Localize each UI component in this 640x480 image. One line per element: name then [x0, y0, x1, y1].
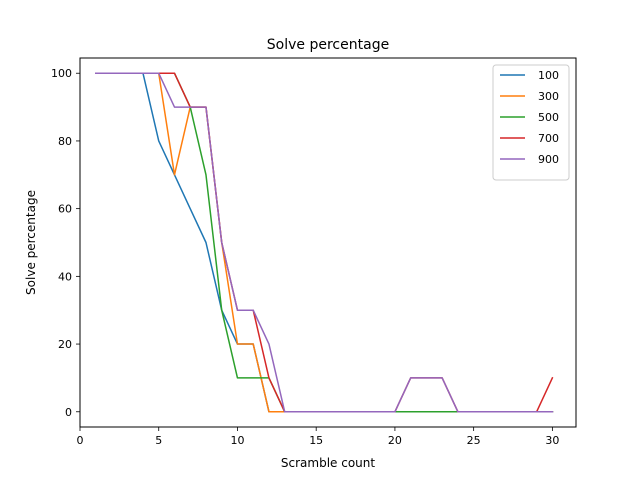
legend: 100 300 500 700 900	[492, 64, 570, 181]
x-tick-label: 5	[155, 434, 162, 447]
y-tick-label: 0	[65, 406, 72, 419]
x-tick-label: 30	[545, 434, 559, 447]
x-axis: 0 5 10 15 20 25 30	[77, 427, 559, 447]
y-tick-label: 80	[58, 135, 72, 148]
x-tick-label: 0	[77, 434, 84, 447]
x-tick-label: 10	[230, 434, 244, 447]
legend-box	[492, 64, 570, 181]
y-tick-label: 60	[58, 203, 72, 216]
y-tick-label: 100	[51, 67, 72, 80]
x-tick-label: 15	[309, 434, 323, 447]
legend-label-100: 100	[538, 69, 559, 82]
series-layer	[95, 72, 554, 413]
x-tick-label: 25	[467, 434, 481, 447]
legend-label-900: 900	[538, 153, 559, 166]
x-axis-label: Scramble count	[281, 456, 375, 470]
y-axis: 0 20 40 60 80 100	[51, 67, 80, 419]
legend-label-700: 700	[538, 132, 559, 145]
chart-title: Solve percentage	[267, 37, 389, 53]
series-line-900	[95, 72, 554, 413]
legend-label-500: 500	[538, 111, 559, 124]
y-axis-label: Solve percentage	[24, 190, 38, 295]
y-tick-label: 40	[58, 270, 72, 283]
y-tick-label: 20	[58, 338, 72, 351]
x-tick-label: 20	[388, 434, 402, 447]
legend-label-300: 300	[538, 90, 559, 103]
plot-area-frame	[79, 57, 577, 428]
